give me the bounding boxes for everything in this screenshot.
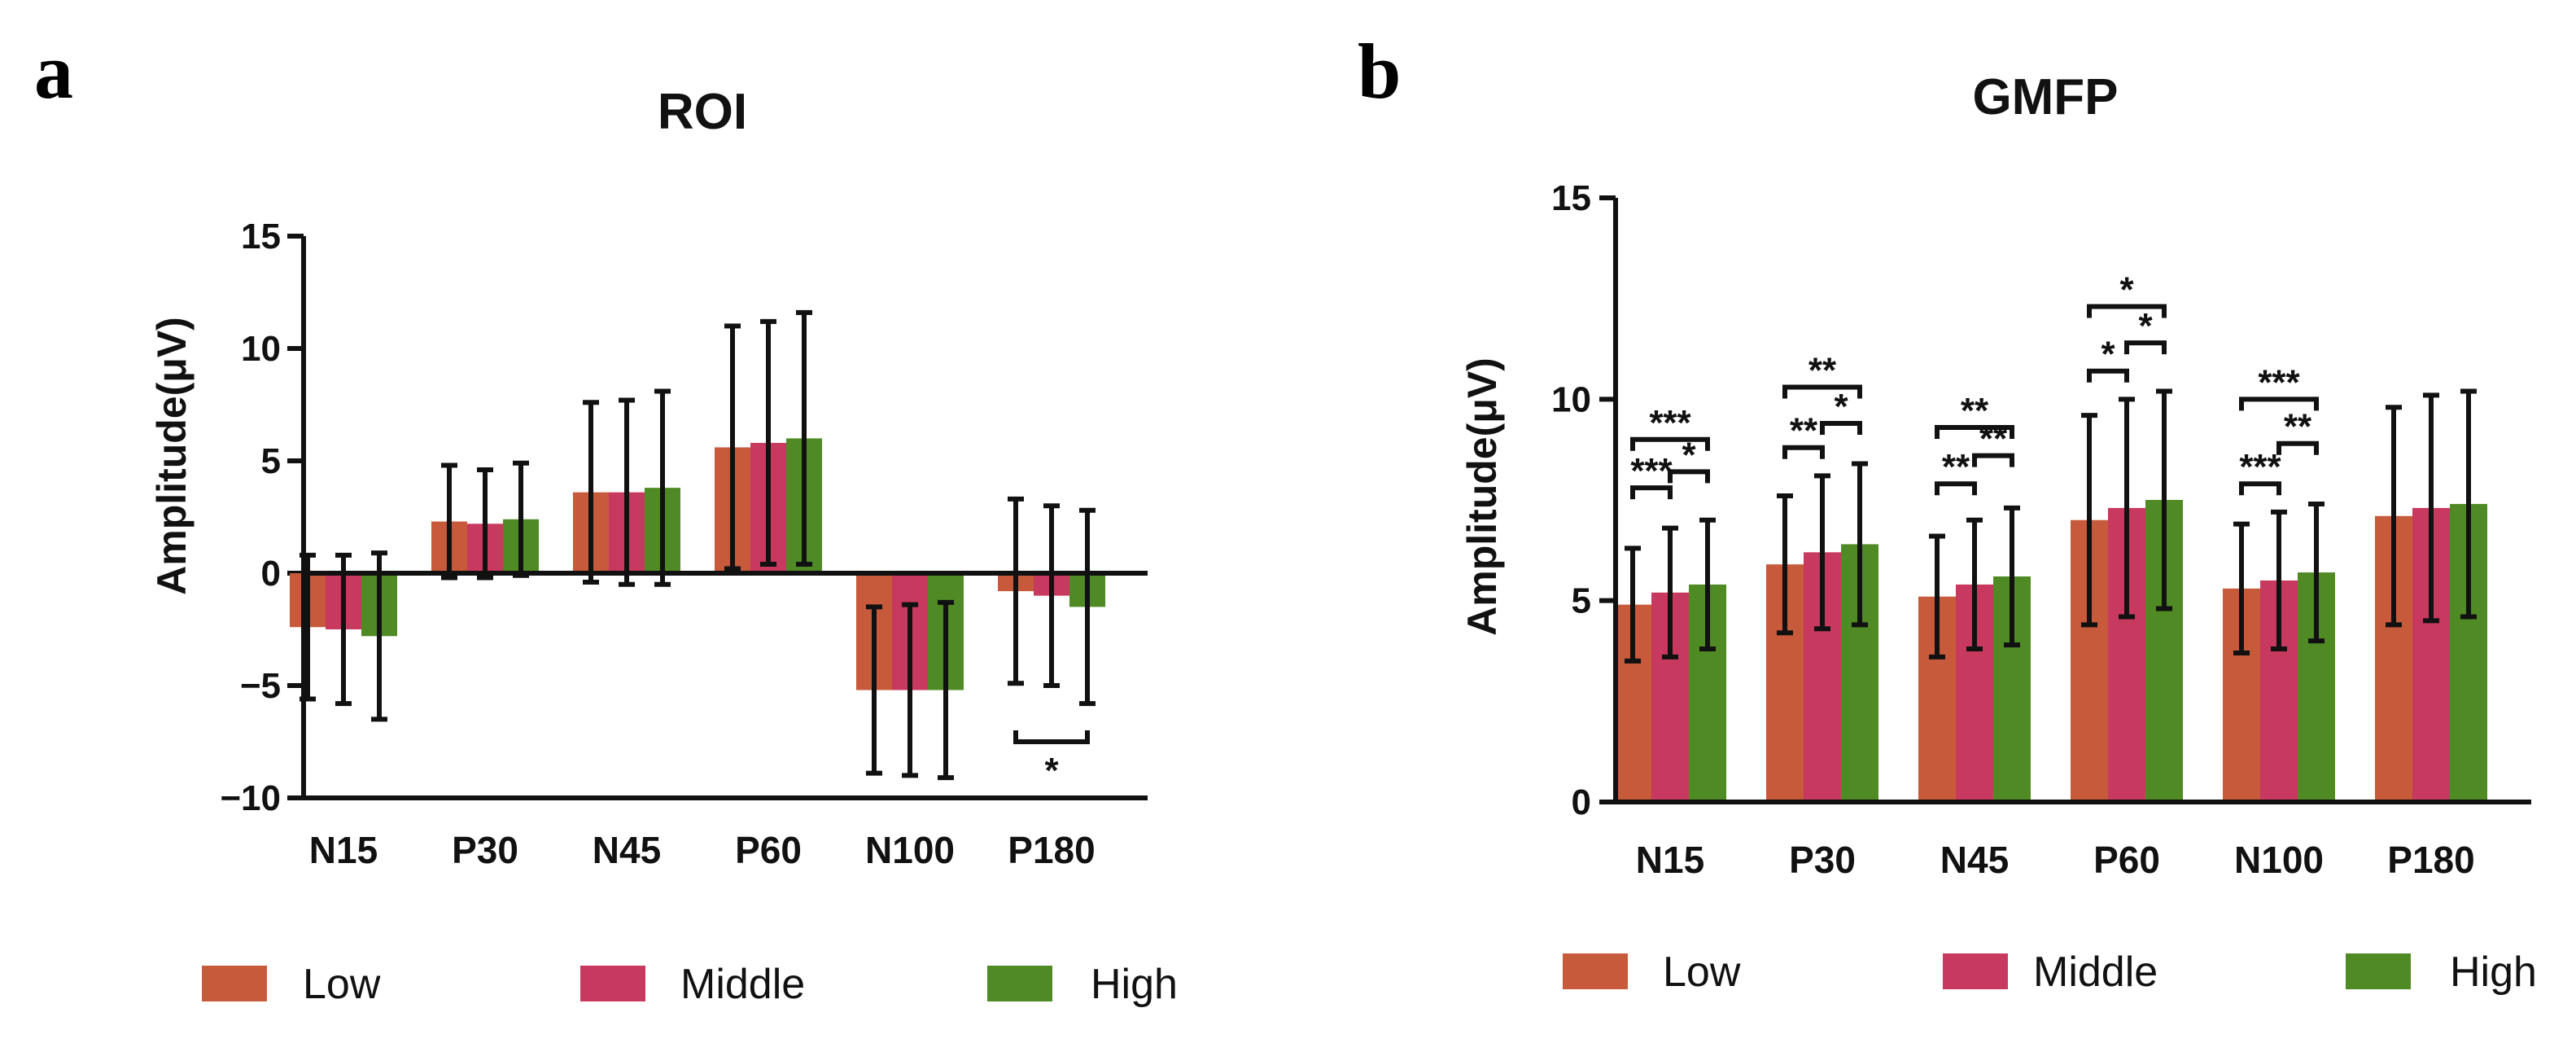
significance-label-4: * xyxy=(1834,387,1848,427)
panel-b-y-axis-label: Amplitude(μV) xyxy=(1459,357,1505,636)
significance-label-10: * xyxy=(2138,306,2153,346)
panel-a-y-axis-label: Amplitude(μV) xyxy=(149,317,195,595)
significance-label-12: *** xyxy=(2258,362,2300,402)
significance-bracket-9 xyxy=(2087,304,2167,318)
legend-label-middle: Middle xyxy=(2033,949,2158,996)
y-tick-label-0: 0 xyxy=(1572,782,1591,822)
significance-label-5: ** xyxy=(1790,411,1818,451)
category-label-n100: N100 xyxy=(865,829,955,871)
category-label-n100: N100 xyxy=(2234,839,2324,881)
legend-label-high: High xyxy=(1091,961,1178,1008)
significance-label-14: *** xyxy=(2239,447,2281,487)
panel-b-y-ticks: 0 5 10 15 xyxy=(1551,178,1616,822)
panel-a-legend: Low Middle High xyxy=(202,961,1178,1008)
panel-a-category-labels: N15 P30 N45 P60 N100 P180 xyxy=(309,829,1096,871)
significance-bracket-6 xyxy=(1935,424,2014,439)
category-label-p180: P180 xyxy=(1008,829,1095,871)
y-tick-label-1: 5 xyxy=(1572,581,1591,621)
significance-label-6: ** xyxy=(1961,391,1989,431)
panel-a-axes xyxy=(301,236,1148,800)
significance-label-0: *** xyxy=(1649,403,1691,443)
panel-b-letter: b xyxy=(1358,28,1401,115)
y-tick-label-0: −10 xyxy=(220,778,281,818)
significance-bracket-3 xyxy=(1782,384,1862,399)
significance-bracket-0 xyxy=(1630,436,1710,451)
significance-label-7: ** xyxy=(1979,419,2008,459)
significance-label-13: ** xyxy=(2284,407,2312,447)
panel-b-category-labels: N15 P30 N45 P60 N100 P180 xyxy=(1636,839,2475,881)
panel-a-title: ROI xyxy=(658,84,747,140)
legend-label-high: High xyxy=(2450,949,2537,996)
y-tick-label-4: 10 xyxy=(241,329,281,369)
y-tick-label-5: 15 xyxy=(241,217,281,256)
panel-a-roi-chart: a ROI Amplitude(μV) −10 −5 0 5 10 15 * N15 P30… xyxy=(34,28,1178,1008)
legend-label-middle: Middle xyxy=(680,961,805,1008)
significance-bracket-1 xyxy=(1668,469,1710,484)
panel-a-error-bars xyxy=(300,309,1096,781)
category-label-p60: P60 xyxy=(2093,839,2160,881)
y-tick-label-2: 0 xyxy=(261,554,281,594)
significance-label-11: * xyxy=(2101,335,2115,375)
category-label-n45: N45 xyxy=(1940,839,2009,881)
panel-a-significance: * xyxy=(1013,730,1090,791)
significance-label-1: * xyxy=(1682,435,1696,475)
panel-b-error-bars xyxy=(1625,388,2477,664)
category-label-n15: N15 xyxy=(1636,839,1704,881)
category-label-p30: P30 xyxy=(1789,839,1856,881)
significance-bracket-8 xyxy=(1935,481,1977,496)
significance-label-2: *** xyxy=(1630,451,1673,491)
legend-swatch-high xyxy=(987,966,1052,1001)
legend-swatch-low xyxy=(1563,953,1628,989)
significance-label-9: * xyxy=(2119,270,2134,310)
significance-bracket-12 xyxy=(2239,397,2319,411)
category-label-p180: P180 xyxy=(2387,839,2474,881)
category-label-n45: N45 xyxy=(593,829,661,871)
significance-bracket-2 xyxy=(1630,485,1673,500)
panel-a-y-ticks: −10 −5 0 5 10 15 xyxy=(220,217,304,818)
panel-b-legend: Low Middle High xyxy=(1563,949,2537,996)
panel-b-significance: ***************************** xyxy=(1630,270,2319,500)
panel-a-letter: a xyxy=(34,28,73,115)
significance-bracket-4 xyxy=(1820,421,1862,436)
significance-bracket-10 xyxy=(2124,340,2167,355)
panel-b-bars xyxy=(1614,500,2487,802)
legend-swatch-middle xyxy=(1943,953,2008,989)
significance-bracket-14 xyxy=(2239,481,2281,496)
category-label-p60: P60 xyxy=(735,829,802,871)
significance-bracket-7 xyxy=(1972,453,2014,467)
legend-swatch-middle xyxy=(580,966,645,1001)
legend-label-low: Low xyxy=(303,961,381,1008)
y-tick-label-3: 15 xyxy=(1551,178,1591,218)
significance-bracket-13 xyxy=(2276,440,2319,455)
legend-label-low: Low xyxy=(1663,949,1741,996)
significance-label-3: ** xyxy=(1808,350,1837,390)
panel-b-axes xyxy=(1613,198,2531,804)
y-tick-label-2: 10 xyxy=(1551,379,1591,419)
legend-swatch-low xyxy=(202,966,267,1001)
y-tick-label-3: 5 xyxy=(261,441,281,481)
panel-b-title: GMFP xyxy=(1972,69,2118,125)
significance-bracket-11 xyxy=(2087,368,2129,383)
significance-bracket-5 xyxy=(1782,445,1825,459)
significance-label-8: ** xyxy=(1942,447,1970,487)
category-label-p30: P30 xyxy=(452,829,518,871)
significance-label-0: * xyxy=(1044,751,1059,791)
panel-a-bars xyxy=(290,438,1105,690)
y-tick-label-1: −5 xyxy=(240,666,281,706)
legend-swatch-high xyxy=(2346,953,2411,989)
significance-bracket-0 xyxy=(1013,730,1090,744)
category-label-n15: N15 xyxy=(309,829,378,871)
